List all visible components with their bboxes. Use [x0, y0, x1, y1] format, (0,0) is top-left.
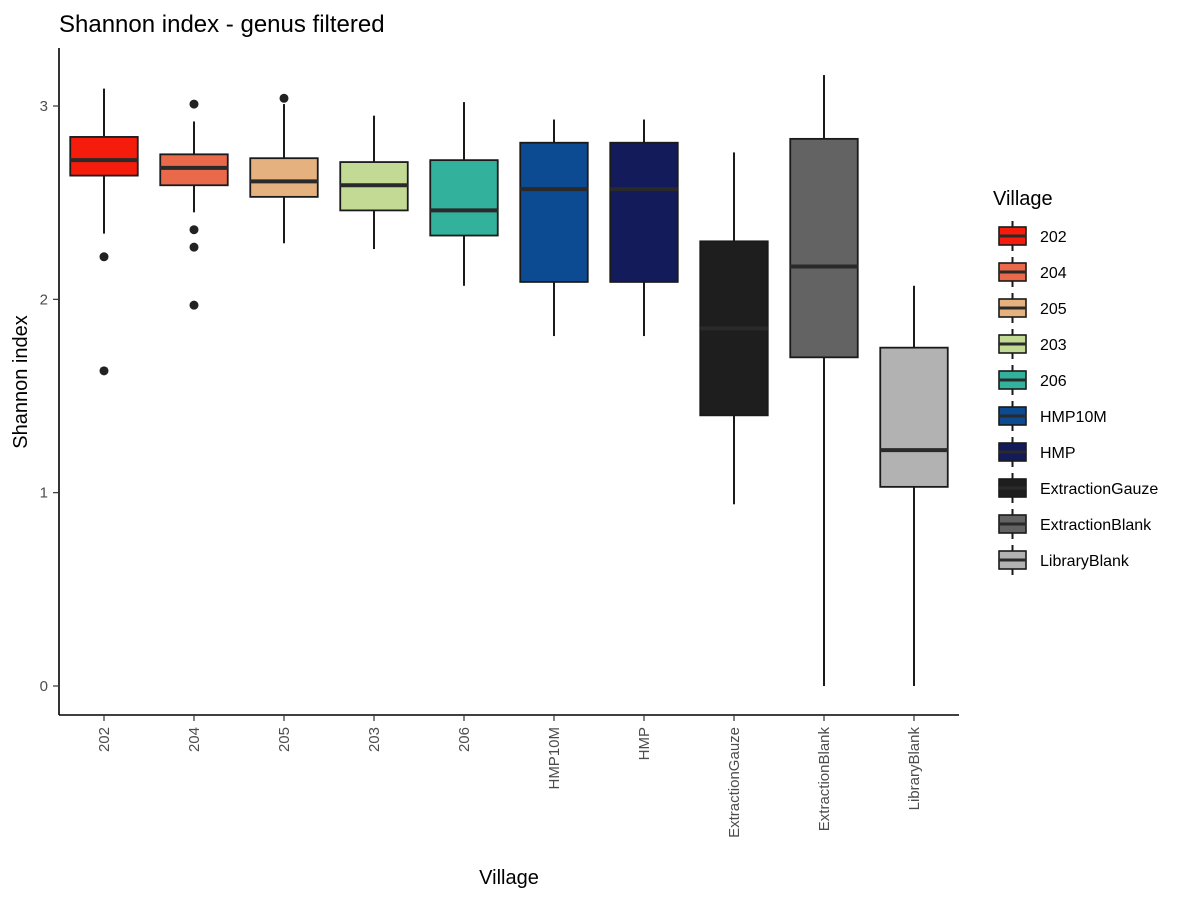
box-body [429, 159, 499, 237]
box-204 [159, 99, 229, 310]
legend-item-206: 206 [998, 365, 1067, 395]
x-tick-label: HMP [636, 727, 653, 760]
box-body [519, 141, 589, 283]
x-tick-label: LibraryBlank [906, 727, 923, 811]
legend-label: ExtractionGauze [1040, 481, 1158, 498]
box-body [609, 141, 679, 283]
chart-title: Shannon index - genus filtered [59, 11, 385, 38]
box-202 [69, 88, 139, 376]
outlier-point [189, 300, 199, 310]
legend-item-ExtractionGauze: ExtractionGauze [998, 473, 1158, 503]
box-body [69, 136, 139, 177]
legend-item-LibraryBlank: LibraryBlank [998, 545, 1130, 575]
x-tick-label: ExtractionGauze [726, 727, 743, 838]
legend-label: 204 [1040, 265, 1067, 282]
x-tick-label: 205 [276, 727, 293, 752]
legend-label: 205 [1040, 301, 1067, 318]
box-body [789, 137, 859, 359]
box-body [879, 346, 949, 488]
plot-area: 0 1 2 3 202 204 205 203 206 HMP10M HMP ExtractionGa… [40, 48, 959, 838]
box-LibraryBlank [879, 285, 949, 686]
box-ExtractionGauze [699, 152, 769, 505]
outlier-point [189, 99, 199, 109]
legend-title: Village [993, 188, 1053, 210]
legend-item-ExtractionBlank: ExtractionBlank [998, 509, 1152, 539]
box-205 [249, 93, 319, 244]
box-HMP10M [519, 119, 589, 337]
legend-item-205: 205 [998, 293, 1067, 323]
legend-item-HMP: HMP [998, 437, 1076, 467]
x-tick-label: 206 [456, 727, 473, 752]
x-tick-label: ExtractionBlank [816, 727, 833, 832]
legend-label: LibraryBlank [1040, 553, 1130, 570]
y-tick-label: 3 [40, 98, 48, 115]
legend-label: HMP10M [1040, 409, 1107, 426]
y-tick-label: 2 [40, 291, 48, 308]
legend-item-204: 204 [998, 257, 1067, 287]
x-tick-label: HMP10M [546, 727, 563, 790]
outlier-point [189, 225, 199, 235]
y-axis-title: Shannon index [10, 315, 32, 448]
box-body [249, 157, 319, 198]
legend-item-202: 202 [998, 221, 1067, 251]
legend-item-HMP10M: HMP10M [998, 401, 1107, 431]
outlier-point [189, 242, 199, 252]
box-HMP [609, 119, 679, 337]
legend-label: 202 [1040, 229, 1067, 246]
x-tick-label: 202 [96, 727, 113, 752]
box-ExtractionBlank [789, 75, 859, 686]
legend-label: 203 [1040, 337, 1067, 354]
outlier-point [99, 252, 109, 262]
legend-label: ExtractionBlank [1040, 517, 1152, 534]
legend: Village 202 204 205 203 206 HMP10M HMP Extracti… [993, 188, 1158, 575]
y-tick-label: 0 [40, 678, 48, 695]
legend-item-203: 203 [998, 329, 1067, 359]
legend-label: HMP [1040, 445, 1076, 462]
x-axis-title: Village [479, 867, 539, 889]
outlier-point [99, 366, 109, 376]
y-tick-label: 1 [40, 485, 48, 502]
x-tick-label: 204 [186, 727, 203, 752]
x-tick-label: 203 [366, 727, 383, 752]
outlier-point [279, 93, 289, 103]
box-203 [339, 115, 409, 250]
legend-label: 206 [1040, 373, 1067, 390]
box-206 [429, 102, 499, 286]
